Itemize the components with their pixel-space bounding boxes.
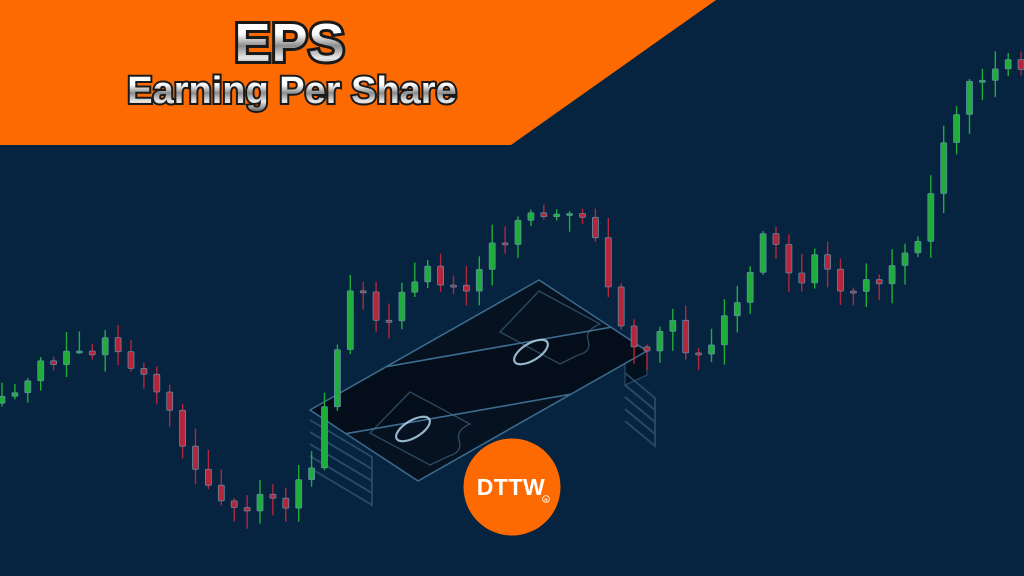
svg-text:EPS: EPS	[234, 13, 345, 73]
svg-text:Earning Per Share: Earning Per Share	[127, 70, 456, 112]
svg-text:DTTW: DTTW	[477, 474, 545, 500]
